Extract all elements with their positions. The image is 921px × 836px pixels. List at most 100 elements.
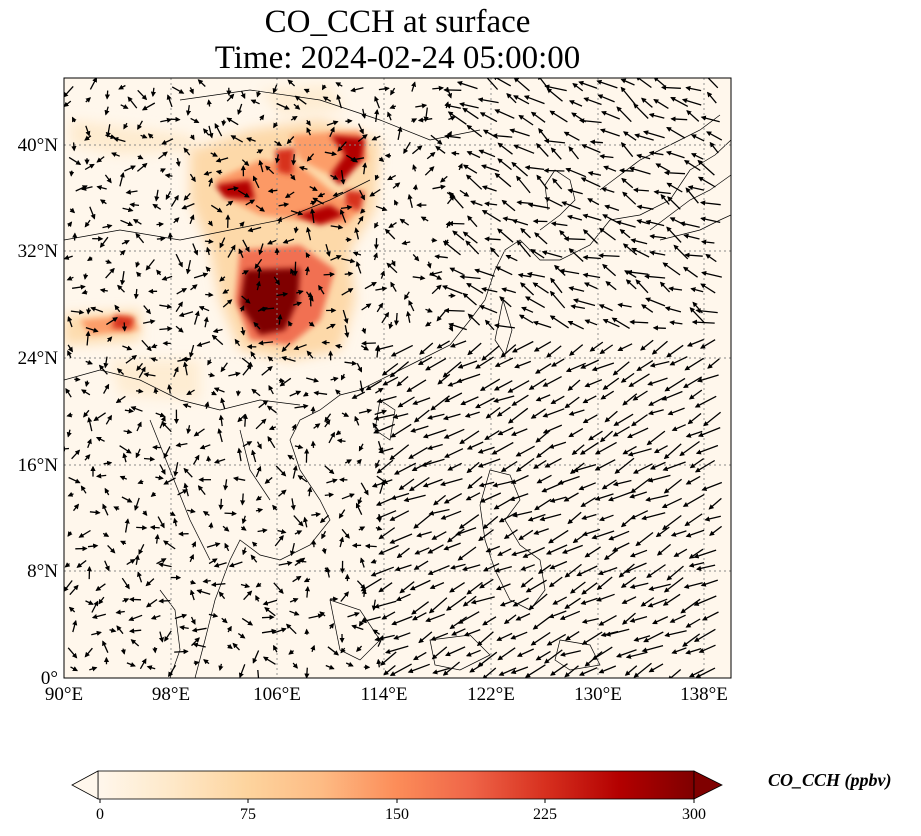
wind-arrow (375, 497, 393, 506)
wind-arrow (619, 229, 631, 239)
wind-arrow (602, 377, 620, 390)
wind-arrow (222, 288, 230, 294)
wind-arrow (636, 360, 654, 372)
wind-arrow (232, 476, 246, 482)
wind-arrow (297, 475, 308, 483)
wind-arrow (580, 497, 596, 508)
wind-arrow (288, 320, 293, 327)
wind-arrow (278, 377, 286, 384)
wind-arrow (622, 191, 637, 205)
wind-arrow (390, 281, 397, 292)
wind-arrow (235, 390, 242, 397)
wind-arrow (226, 200, 234, 207)
wind-arrow (423, 107, 429, 123)
wind-arrow (387, 174, 397, 181)
wind-arrow (256, 149, 264, 155)
wind-arrow (173, 217, 180, 224)
wind-arrow (336, 438, 346, 444)
wind-arrow (325, 244, 331, 257)
wind-arrow (668, 286, 683, 292)
wind-arrow (604, 410, 618, 423)
wind-arrow (691, 319, 715, 325)
wind-arrow (86, 307, 92, 315)
wind-arrow (272, 504, 278, 511)
wind-arrow (203, 316, 209, 328)
wind-arrow (310, 406, 316, 414)
wind-arrow (267, 188, 278, 194)
wind-arrow (208, 522, 214, 529)
wind-arrow (412, 253, 420, 262)
wind-arrow (444, 133, 461, 140)
wind-arrow (563, 131, 580, 141)
wind-arrow (599, 514, 614, 522)
wind-arrow (130, 406, 143, 412)
wind-arrow (330, 376, 339, 382)
wind-arrow (701, 481, 723, 491)
wind-arrow (358, 526, 366, 532)
wind-arrow (431, 531, 447, 540)
wind-arrow (221, 119, 227, 127)
wind-arrow (518, 114, 534, 126)
wind-arrow (357, 215, 364, 225)
wind-arrow (409, 476, 430, 492)
wind-arrow (239, 221, 245, 228)
wind-arrow (700, 239, 715, 245)
wind-arrow (661, 390, 683, 401)
wind-arrow (211, 390, 217, 396)
wind-arrow (582, 229, 598, 244)
wind-arrow (413, 513, 432, 529)
wind-arrow (533, 459, 547, 469)
wind-arrow (417, 117, 433, 123)
wind-arrow (175, 253, 183, 268)
wind-arrow (484, 430, 500, 441)
wind-arrow (183, 482, 189, 497)
wind-arrow (64, 254, 73, 260)
wind-arrow (265, 165, 275, 175)
wind-arrow (594, 441, 617, 455)
wind-arrow (501, 287, 516, 294)
wind-arrow (426, 151, 436, 160)
wind-arrow (99, 287, 108, 294)
wind-arrow (305, 119, 311, 127)
wind-arrow (411, 118, 418, 124)
wind-arrow (481, 185, 497, 192)
wind-arrow (459, 274, 481, 280)
wind-arrow (653, 189, 671, 195)
wind-arrow (113, 136, 126, 143)
wind-arrow (104, 90, 111, 100)
wind-arrow (220, 362, 228, 373)
wind-arrow (412, 397, 431, 406)
wind-arrow (467, 313, 481, 326)
wind-arrow (393, 462, 417, 475)
wind-arrow (214, 458, 226, 464)
wind-arrow (135, 261, 141, 268)
wind-arrow (193, 310, 200, 325)
wind-arrow (222, 299, 233, 308)
wind-arrow (442, 285, 463, 295)
wind-arrow (496, 406, 511, 417)
wind-arrow (405, 310, 412, 323)
wind-arrow (290, 498, 296, 511)
wind-arrow (282, 238, 295, 244)
wind-arrow (542, 376, 562, 387)
wind-arrow (432, 184, 446, 190)
wind-arrow (544, 84, 567, 92)
wind-arrow (279, 377, 292, 387)
wind-arrow (661, 497, 682, 508)
wind-arrow (481, 286, 498, 293)
wind-arrow (174, 649, 189, 655)
wind-arrow (121, 496, 133, 503)
wind-arrow (261, 366, 273, 376)
wind-arrow (302, 516, 309, 528)
wind-arrow (147, 133, 154, 139)
wind-arrow (378, 527, 396, 540)
wind-arrow (256, 266, 262, 279)
wind-arrow (93, 412, 106, 422)
wind-arrow (669, 356, 688, 366)
wind-arrow (681, 98, 702, 106)
wind-arrow (161, 421, 172, 433)
wind-arrow (445, 103, 461, 109)
wind-arrow (72, 503, 80, 512)
wind-arrow (682, 266, 698, 278)
wind-arrow (543, 168, 565, 174)
